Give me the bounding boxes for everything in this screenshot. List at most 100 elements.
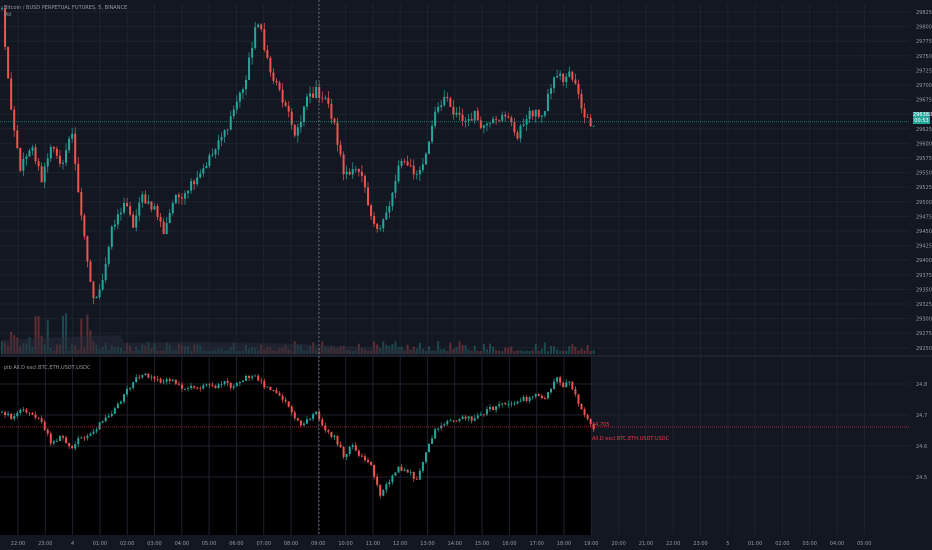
price-candle-body xyxy=(156,206,159,217)
volume-bar xyxy=(467,349,470,354)
indicator-candle-body xyxy=(202,385,205,389)
price-candle-body xyxy=(592,125,595,127)
price-candle-body xyxy=(193,181,196,185)
price-candle-body xyxy=(400,160,403,166)
price-tick-label: 29725.0 xyxy=(916,68,932,74)
indicator-candle-body xyxy=(489,407,491,410)
price-candle-body xyxy=(498,119,501,121)
indicator-candle-body xyxy=(455,421,458,422)
indicator-candle-body xyxy=(71,446,74,449)
price-candle-body xyxy=(394,181,397,193)
price-candle-body xyxy=(373,216,376,224)
price-candle-body xyxy=(385,212,388,220)
price-candle-body xyxy=(287,105,290,112)
price-candle-body xyxy=(141,194,144,203)
price-candle-body xyxy=(464,120,467,122)
indicator-candle-body xyxy=(229,382,232,388)
price-candle-body xyxy=(254,27,257,48)
price-candle-body xyxy=(238,92,241,102)
price-tick-label: 29350.0 xyxy=(916,287,932,293)
price-candle-body xyxy=(208,155,211,166)
price-candle-body xyxy=(421,164,424,170)
indicator-candle-body xyxy=(504,403,507,405)
volume-bar xyxy=(528,350,531,354)
volume-bar xyxy=(485,349,488,354)
price-candle-body xyxy=(211,154,214,156)
price-candle-body xyxy=(397,165,400,182)
indicator-candle-body xyxy=(129,387,132,389)
volume-bar xyxy=(583,350,586,354)
indicator-candle-body xyxy=(40,418,43,422)
symbol-title: Bitcoin / BUSD PERPETUAL FUTURES, 5, BIN… xyxy=(4,5,128,11)
time-tick-label: 22:00 xyxy=(666,541,680,547)
volume-bar xyxy=(546,350,549,354)
price-candle-body xyxy=(510,117,513,123)
indicator-candle-body xyxy=(241,380,244,383)
indicator-candle-body xyxy=(403,469,406,471)
indicator-candle-body xyxy=(296,418,299,421)
price-tick-label: 29675.0 xyxy=(916,98,932,104)
indicator-candle-body xyxy=(540,395,543,399)
indicator-candle-body xyxy=(251,376,254,378)
price-candle-body xyxy=(80,192,83,216)
current-countdown: 00:53 xyxy=(914,118,929,124)
price-candle-body xyxy=(132,214,135,228)
current-price-tag: 29638.0 00:53 xyxy=(913,112,932,124)
price-candle-body xyxy=(309,93,312,97)
price-candle-body xyxy=(452,106,455,115)
price-candle-body xyxy=(306,96,308,107)
price-candle-body xyxy=(492,118,495,123)
price-candle-body xyxy=(565,76,568,83)
price-candle-body xyxy=(119,212,122,215)
price-candle-body xyxy=(553,77,556,89)
indicator-candle-body xyxy=(68,442,71,447)
price-candle-body xyxy=(537,109,540,117)
indicator-candle-body xyxy=(65,437,68,443)
indicator-candle-body xyxy=(245,376,247,381)
volume-bar xyxy=(537,350,540,354)
price-candle-body xyxy=(543,111,546,116)
time-tick-label: 01:00 xyxy=(93,541,107,547)
indicator-candle-body xyxy=(199,388,202,390)
price-candle-body xyxy=(86,236,89,262)
price-candle-body xyxy=(357,169,360,172)
indicator-candle-body xyxy=(123,394,125,402)
price-candle-body xyxy=(214,149,217,155)
price-tick-label: 29625.0 xyxy=(916,127,932,133)
indicator-tick-label: 24.6 xyxy=(916,444,927,450)
indicator-candle-body xyxy=(360,455,363,457)
indicator-candle-body xyxy=(351,445,354,447)
time-tick-label: 03:00 xyxy=(802,541,816,547)
indicator-candle-body xyxy=(528,397,531,401)
indicator-candle-body xyxy=(144,373,147,376)
indicator-candle-body xyxy=(553,381,556,389)
indicator-candle-body xyxy=(217,384,220,389)
indicator-candle-body xyxy=(168,379,171,382)
indicator-candle-body xyxy=(113,408,116,414)
indicator-candle-body xyxy=(431,438,434,445)
indicator-candle-body xyxy=(37,417,40,419)
indicator-candle-body xyxy=(379,484,382,496)
volume-bar xyxy=(553,346,556,354)
indicator-tick-label: 24.7 xyxy=(916,413,927,419)
time-tick-label: 06:00 xyxy=(229,541,243,547)
indicator-candle-body xyxy=(119,401,122,404)
price-candle-body xyxy=(257,24,260,28)
indicator-candle-body xyxy=(409,472,412,473)
price-candle-body xyxy=(528,110,531,120)
volume-bar xyxy=(574,346,577,354)
price-candle-body xyxy=(144,194,147,204)
price-candle-body xyxy=(187,190,190,194)
price-candle-body xyxy=(77,163,80,193)
price-tick-label: 29775.0 xyxy=(916,39,932,45)
indicator-candle-body xyxy=(10,413,13,419)
indicator-candle-body xyxy=(275,390,278,394)
volume-label: Vol xyxy=(4,12,12,18)
price-candle-body xyxy=(159,216,162,222)
indicator-candle-body xyxy=(196,387,199,389)
price-candle-body xyxy=(571,71,574,80)
indicator-candle-body xyxy=(516,401,519,404)
time-tick-label: 23:00 xyxy=(693,541,707,547)
price-candle-body xyxy=(129,206,132,215)
